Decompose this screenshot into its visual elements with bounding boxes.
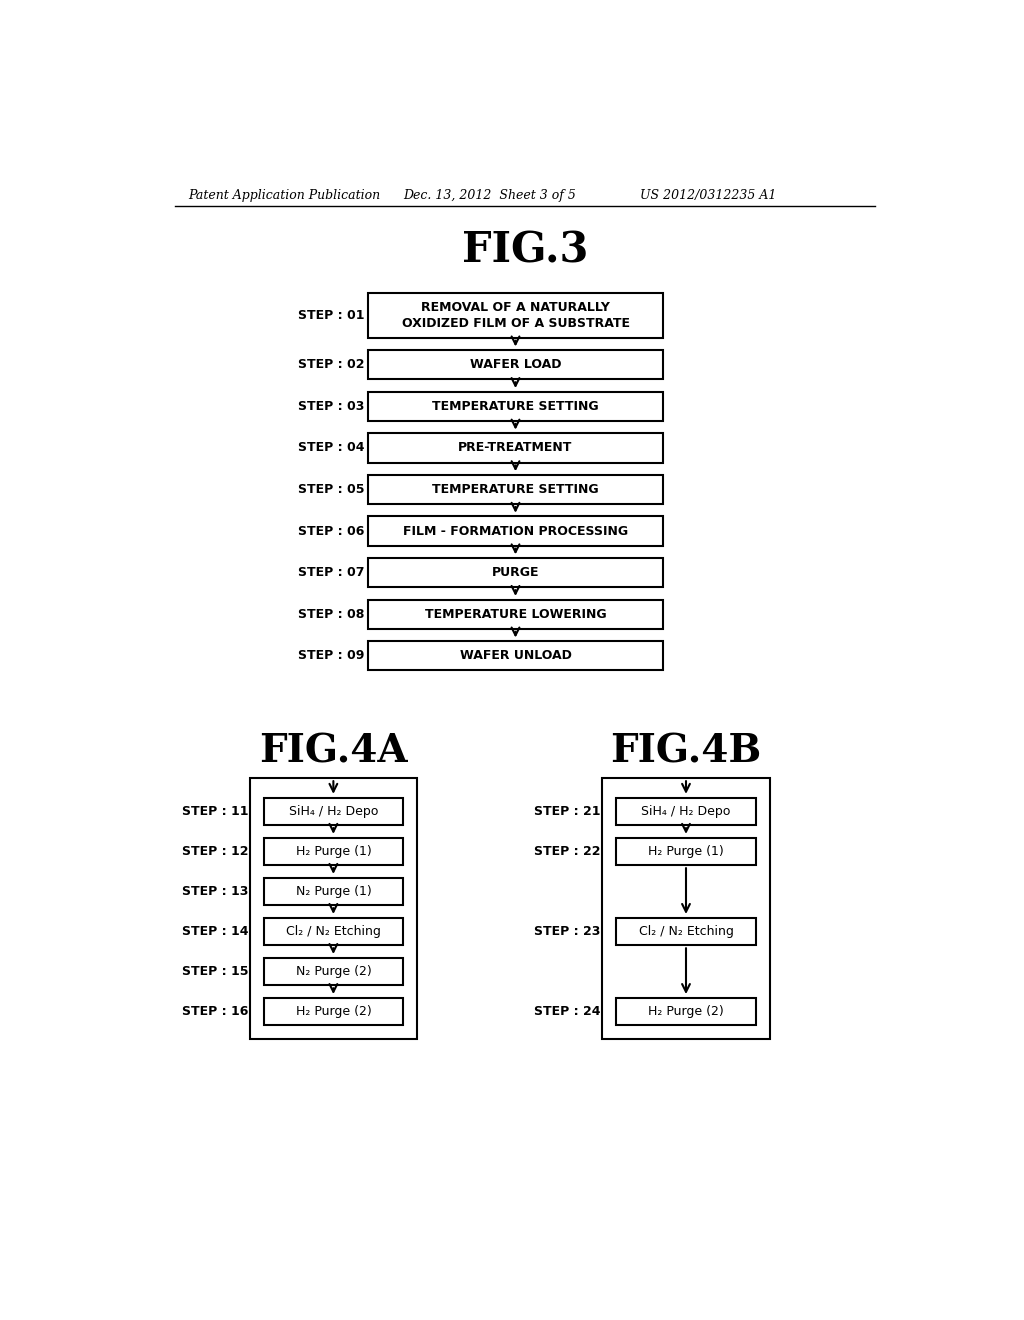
Text: H₂ Purge (1): H₂ Purge (1) [296, 845, 372, 858]
Bar [369, 293, 663, 338]
Text: STEP : 11: STEP : 11 [181, 805, 248, 818]
Bar [263, 838, 403, 866]
Text: N₂ Purge (2): N₂ Purge (2) [296, 965, 372, 978]
Text: FIG.4B: FIG.4B [610, 733, 762, 771]
Text: STEP : 08: STEP : 08 [298, 607, 365, 620]
Text: STEP : 02: STEP : 02 [298, 358, 365, 371]
Bar [602, 779, 770, 1039]
Bar [263, 998, 403, 1026]
Text: STEP : 22: STEP : 22 [535, 845, 601, 858]
Text: N₂ Purge (1): N₂ Purge (1) [296, 884, 372, 898]
Bar [616, 797, 756, 825]
Bar [616, 917, 756, 945]
Text: STEP : 01: STEP : 01 [298, 309, 365, 322]
Text: STEP : 14: STEP : 14 [181, 925, 248, 939]
Bar [369, 516, 663, 545]
Text: H₂ Purge (2): H₂ Purge (2) [648, 1005, 724, 1018]
Bar [369, 392, 663, 421]
Text: STEP : 12: STEP : 12 [181, 845, 248, 858]
Text: STEP : 03: STEP : 03 [298, 400, 365, 413]
Bar [369, 475, 663, 504]
Text: Cl₂ / N₂ Etching: Cl₂ / N₂ Etching [286, 925, 381, 939]
Text: Cl₂ / N₂ Etching: Cl₂ / N₂ Etching [639, 925, 733, 939]
Text: STEP : 13: STEP : 13 [181, 884, 248, 898]
Bar [616, 998, 756, 1026]
Bar [369, 433, 663, 462]
Text: STEP : 06: STEP : 06 [298, 524, 365, 537]
Bar [369, 558, 663, 587]
Text: STEP : 05: STEP : 05 [298, 483, 365, 496]
Text: STEP : 23: STEP : 23 [535, 925, 601, 939]
Text: Patent Application Publication: Patent Application Publication [188, 189, 381, 202]
Text: STEP : 24: STEP : 24 [535, 1005, 601, 1018]
Bar [263, 878, 403, 906]
Text: Dec. 13, 2012  Sheet 3 of 5: Dec. 13, 2012 Sheet 3 of 5 [403, 189, 575, 202]
Text: FILM - FORMATION PROCESSING: FILM - FORMATION PROCESSING [402, 524, 628, 537]
Bar [250, 779, 417, 1039]
Text: TEMPERATURE SETTING: TEMPERATURE SETTING [432, 483, 599, 496]
Text: STEP : 21: STEP : 21 [535, 805, 601, 818]
Text: TEMPERATURE LOWERING: TEMPERATURE LOWERING [425, 607, 606, 620]
Bar [263, 797, 403, 825]
Text: H₂ Purge (2): H₂ Purge (2) [296, 1005, 372, 1018]
Text: H₂ Purge (1): H₂ Purge (1) [648, 845, 724, 858]
Bar [616, 838, 756, 866]
Text: PURGE: PURGE [492, 566, 540, 579]
Bar [369, 642, 663, 671]
Text: FIG.4A: FIG.4A [259, 733, 408, 771]
Text: WAFER LOAD: WAFER LOAD [470, 358, 561, 371]
Text: REMOVAL OF A NATURALLY
OXIDIZED FILM OF A SUBSTRATE: REMOVAL OF A NATURALLY OXIDIZED FILM OF … [401, 301, 630, 330]
Bar [369, 350, 663, 379]
Text: US 2012/0312235 A1: US 2012/0312235 A1 [640, 189, 776, 202]
Text: STEP : 09: STEP : 09 [298, 649, 365, 663]
Text: FIG.3: FIG.3 [462, 230, 588, 272]
Text: SiH₄ / H₂ Depo: SiH₄ / H₂ Depo [289, 805, 378, 818]
Bar [263, 917, 403, 945]
Text: PRE-TREATMENT: PRE-TREATMENT [459, 441, 572, 454]
Text: STEP : 15: STEP : 15 [181, 965, 248, 978]
Bar [263, 958, 403, 985]
Text: SiH₄ / H₂ Depo: SiH₄ / H₂ Depo [641, 805, 731, 818]
Text: TEMPERATURE SETTING: TEMPERATURE SETTING [432, 400, 599, 413]
Text: STEP : 07: STEP : 07 [298, 566, 365, 579]
Text: STEP : 04: STEP : 04 [298, 441, 365, 454]
Text: WAFER UNLOAD: WAFER UNLOAD [460, 649, 571, 663]
Text: STEP : 16: STEP : 16 [181, 1005, 248, 1018]
Bar [369, 599, 663, 628]
